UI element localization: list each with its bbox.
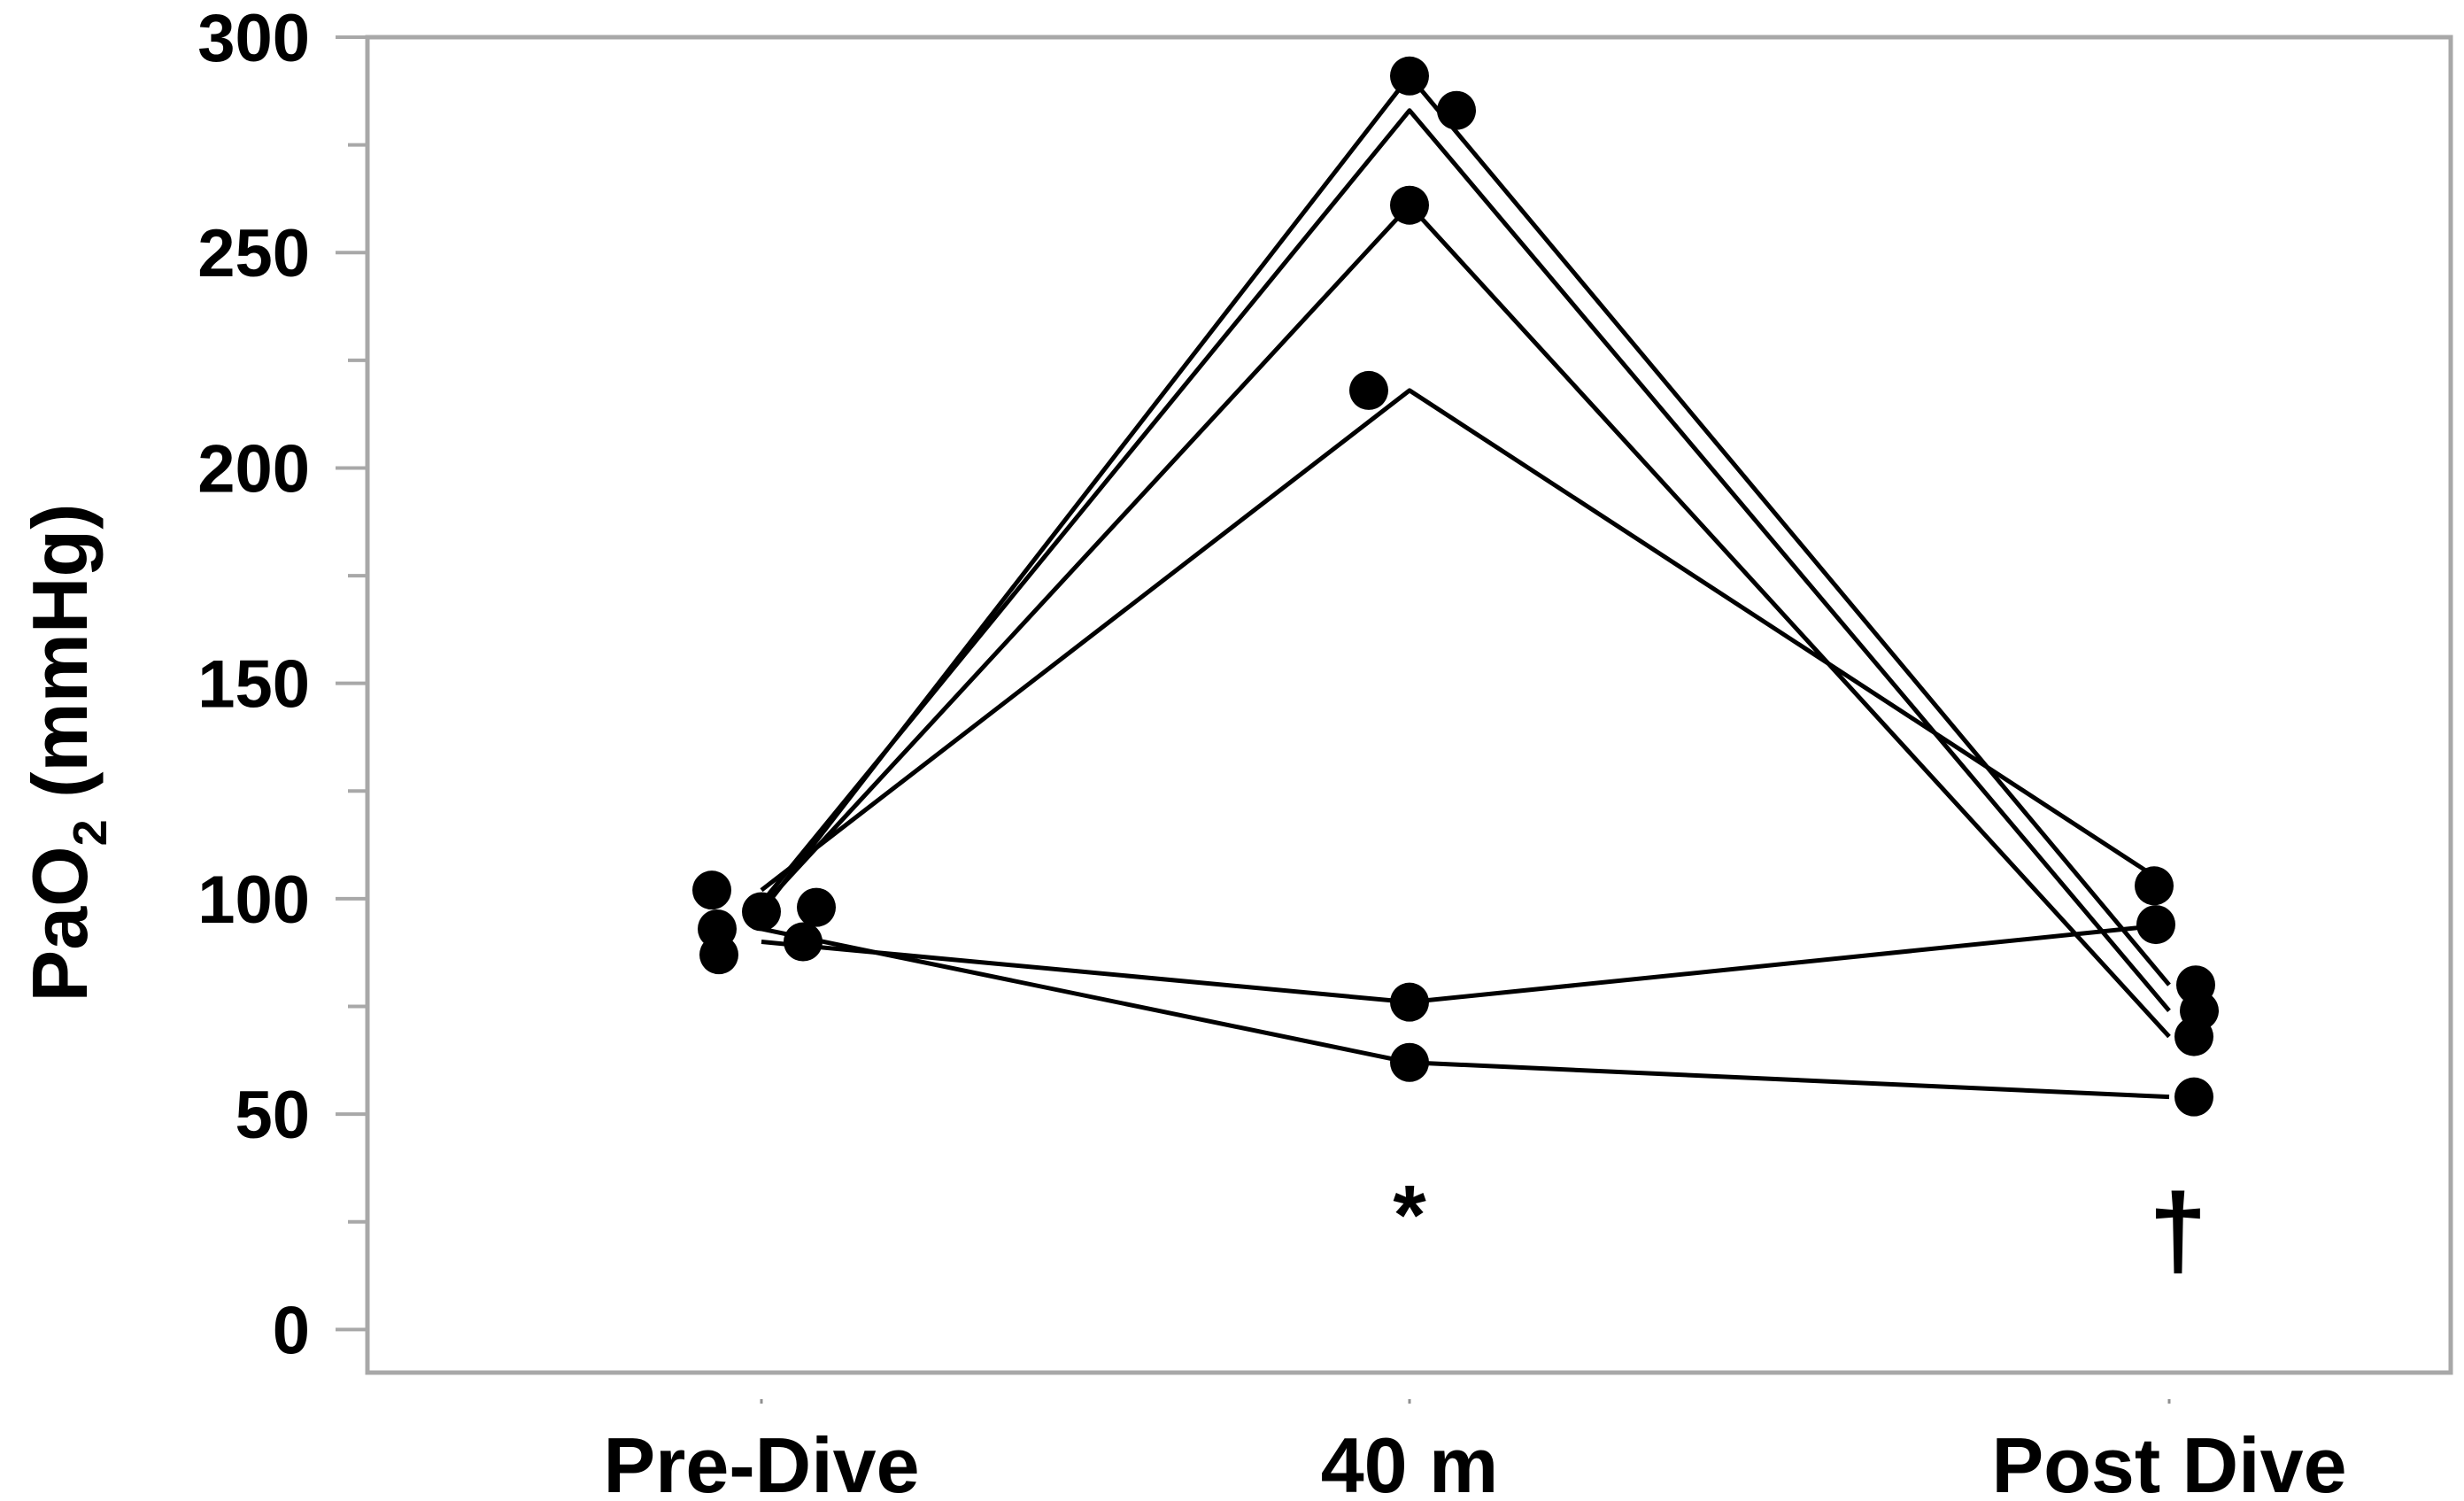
- series-lines: [760, 74, 2171, 1100]
- series-line: [760, 108, 2171, 1012]
- data-point: [2135, 866, 2174, 906]
- series-line: [760, 203, 2171, 1039]
- y-tick-label: 250: [197, 216, 310, 291]
- data-point: [797, 887, 836, 927]
- data-points: [692, 56, 2219, 1117]
- y-axis-title-subscript: 2: [64, 819, 117, 846]
- plot-frame: [365, 35, 2453, 1375]
- data-point: [1390, 185, 1429, 225]
- annotations: * †: [1393, 1168, 2207, 1289]
- data-point: [692, 870, 731, 910]
- data-point: [2136, 905, 2175, 945]
- significance-asterisk: *: [1393, 1168, 1426, 1263]
- y-tick-label: 0: [273, 1293, 310, 1368]
- data-point: [1390, 982, 1429, 1022]
- x-tick-label: Pre-Dive: [603, 1421, 919, 1501]
- data-point: [742, 892, 781, 932]
- x-tick-label: Post Dive: [1991, 1421, 2346, 1501]
- data-point: [1390, 56, 1429, 96]
- y-tick-label: 200: [197, 431, 310, 507]
- data-point: [784, 922, 823, 962]
- data-point: [1349, 370, 1388, 410]
- y-axis-title-main: PaO: [16, 846, 104, 1002]
- y-tick-label: 150: [197, 647, 310, 723]
- y-tick-label: 300: [197, 1, 310, 76]
- x-tick-label: 40 m: [1321, 1421, 1499, 1501]
- series-line: [761, 926, 2170, 1100]
- series-line: [760, 388, 2171, 893]
- y-axis-title: PaO2 (mmHg): [16, 504, 117, 1002]
- data-point: [2174, 1017, 2213, 1056]
- significance-dagger: †: [2149, 1172, 2207, 1289]
- plot-border: [365, 35, 2453, 1375]
- x-axis-ticks: Pre-Dive 40 m Post Dive: [603, 1399, 2347, 1501]
- data-point: [1437, 90, 1476, 130]
- y-tick-label: 50: [235, 1078, 310, 1153]
- series-line: [760, 74, 2171, 986]
- data-point: [1390, 1042, 1429, 1082]
- y-tick-label: 100: [197, 863, 310, 938]
- y-axis-ticks: 0 50 100 150 200 250 300: [197, 1, 367, 1368]
- data-point: [2174, 1077, 2213, 1117]
- y-axis-title-unit: (mmHg): [16, 504, 104, 820]
- data-point: [699, 935, 738, 975]
- series-line: [761, 922, 2170, 1005]
